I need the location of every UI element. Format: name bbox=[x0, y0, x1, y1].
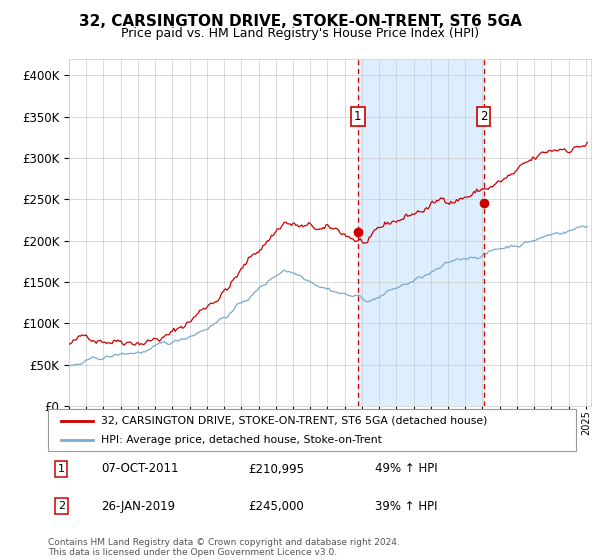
Text: 39% ↑ HPI: 39% ↑ HPI bbox=[376, 500, 438, 512]
Text: 1: 1 bbox=[58, 464, 65, 474]
Text: 32, CARSINGTON DRIVE, STOKE-ON-TRENT, ST6 5GA: 32, CARSINGTON DRIVE, STOKE-ON-TRENT, ST… bbox=[79, 14, 521, 29]
Text: Price paid vs. HM Land Registry's House Price Index (HPI): Price paid vs. HM Land Registry's House … bbox=[121, 27, 479, 40]
Text: HPI: Average price, detached house, Stoke-on-Trent: HPI: Average price, detached house, Stok… bbox=[101, 435, 382, 445]
Text: £210,995: £210,995 bbox=[248, 463, 305, 475]
Text: Contains HM Land Registry data © Crown copyright and database right 2024.
This d: Contains HM Land Registry data © Crown c… bbox=[48, 538, 400, 557]
Text: 2: 2 bbox=[58, 501, 65, 511]
Text: 07-OCT-2011: 07-OCT-2011 bbox=[101, 463, 178, 475]
Text: 32, CARSINGTON DRIVE, STOKE-ON-TRENT, ST6 5GA (detached house): 32, CARSINGTON DRIVE, STOKE-ON-TRENT, ST… bbox=[101, 416, 487, 426]
Text: £245,000: £245,000 bbox=[248, 500, 304, 512]
Bar bbox=[358, 59, 484, 406]
Text: 49% ↑ HPI: 49% ↑ HPI bbox=[376, 463, 438, 475]
Text: 1: 1 bbox=[354, 110, 362, 123]
FancyBboxPatch shape bbox=[48, 409, 576, 451]
Text: 2: 2 bbox=[480, 110, 487, 123]
Text: 26-JAN-2019: 26-JAN-2019 bbox=[101, 500, 175, 512]
